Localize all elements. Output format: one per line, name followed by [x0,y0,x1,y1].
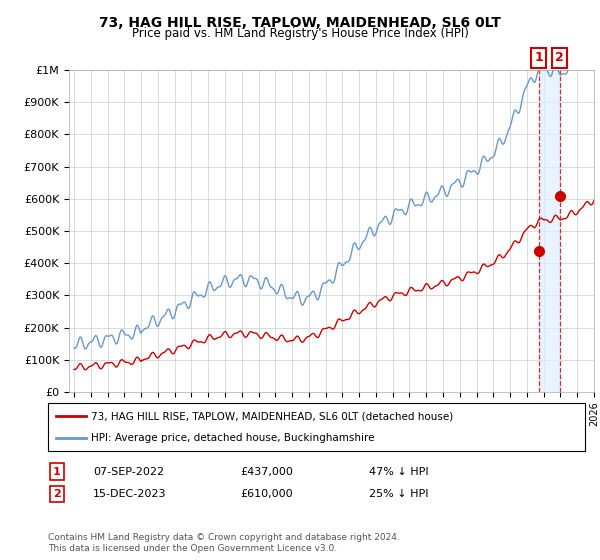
Text: 1: 1 [535,52,543,64]
Text: 73, HAG HILL RISE, TAPLOW, MAIDENHEAD, SL6 0LT (detached house): 73, HAG HILL RISE, TAPLOW, MAIDENHEAD, S… [91,411,453,421]
Text: 2: 2 [556,52,564,64]
Text: 07-SEP-2022: 07-SEP-2022 [93,466,164,477]
Text: 73, HAG HILL RISE, TAPLOW, MAIDENHEAD, SL6 0LT: 73, HAG HILL RISE, TAPLOW, MAIDENHEAD, S… [99,16,501,30]
Text: Price paid vs. HM Land Registry's House Price Index (HPI): Price paid vs. HM Land Registry's House … [131,27,469,40]
Text: 25% ↓ HPI: 25% ↓ HPI [369,489,428,499]
Text: £610,000: £610,000 [240,489,293,499]
Text: 47% ↓ HPI: 47% ↓ HPI [369,466,428,477]
Text: 15-DEC-2023: 15-DEC-2023 [93,489,167,499]
Text: 2: 2 [53,489,61,499]
Text: Contains HM Land Registry data © Crown copyright and database right 2024.
This d: Contains HM Land Registry data © Crown c… [48,533,400,553]
Bar [539,70,560,392]
Text: 1: 1 [53,466,61,477]
Text: HPI: Average price, detached house, Buckinghamshire: HPI: Average price, detached house, Buck… [91,433,374,443]
Text: £437,000: £437,000 [240,466,293,477]
